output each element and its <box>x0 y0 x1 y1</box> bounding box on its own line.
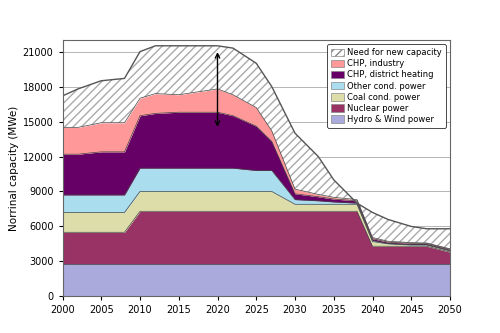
Legend: Need for new capacity, CHP, industry, CHP, district heating, Other cond. power, : Need for new capacity, CHP, industry, CH… <box>327 44 446 128</box>
Y-axis label: Norrinal capacity (MWe): Norrinal capacity (MWe) <box>8 106 18 231</box>
